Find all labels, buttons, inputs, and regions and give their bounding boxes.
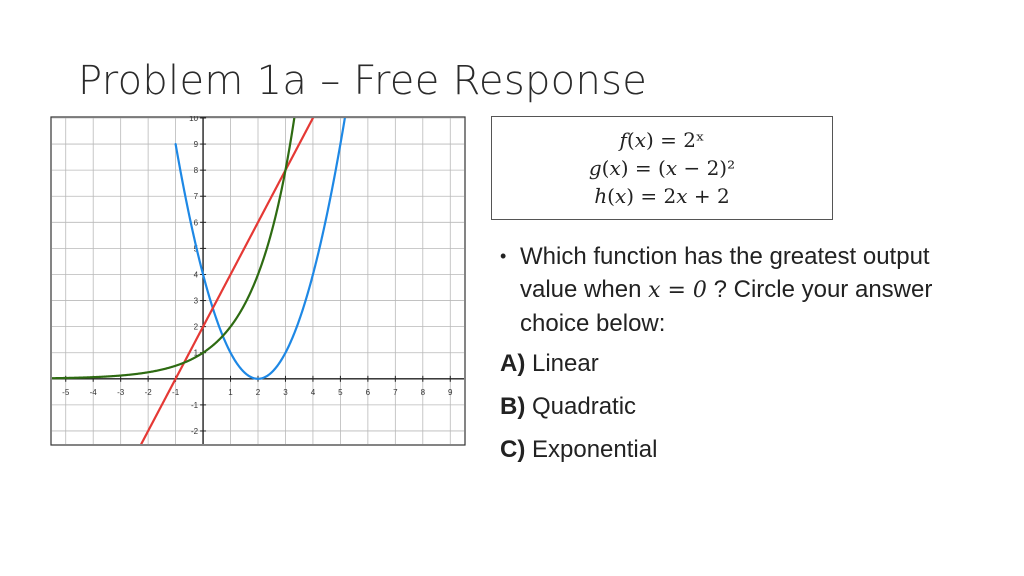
x-tick-label: 4 — [311, 388, 316, 397]
formula-g: 𝑔(𝑥) = (𝑥 − 2)² — [588, 156, 736, 180]
formula-h: ℎ(𝑥) = 2𝑥 + 2 — [594, 184, 730, 208]
question-math: 𝑥 = 0 — [648, 278, 707, 303]
function-graph: -5-4-3-2-1123456789110987654321-1-2 — [50, 116, 466, 446]
y-tick-label: 3 — [194, 297, 199, 306]
slide-title: Problem 1a – Free Response — [78, 58, 648, 104]
y-tick-label: 1 — [194, 349, 199, 358]
y-tick-label: 8 — [194, 166, 199, 175]
choice-linear[interactable]: A) Linear — [500, 350, 599, 377]
choice-exponential[interactable]: C) Exponential — [500, 436, 658, 463]
question-bullet: • Which function has the greatest output… — [500, 240, 960, 340]
y-tick-label: 4 — [194, 270, 199, 279]
choice-quadratic[interactable]: B) Quadratic — [500, 393, 637, 420]
formula-f: 𝑓(𝑥) = 2ˣ — [619, 128, 705, 152]
curve-g-quadratic — [174, 118, 346, 380]
x-tick-label: 2 — [256, 388, 261, 397]
question-text: Which function has the greatest output v… — [520, 243, 933, 337]
x-tick-label: -1 — [172, 388, 180, 397]
y-tick-label: 7 — [194, 192, 199, 201]
curve-f-exponential — [52, 118, 296, 380]
x-tick-label: -3 — [117, 388, 125, 397]
function-curves — [52, 118, 346, 444]
y-tick-label: 9 — [194, 140, 199, 149]
x-tick-label: -5 — [62, 388, 70, 397]
x-tick-label: -4 — [90, 388, 98, 397]
x-tick-label: 7 — [393, 388, 398, 397]
y-tick-label: 2 — [194, 323, 199, 332]
x-tick-label: 3 — [283, 388, 288, 397]
curve-h-linear — [140, 118, 315, 444]
y-tick-label: -2 — [191, 427, 199, 436]
tick-labels: -5-4-3-2-1123456789110987654321-1-2 — [62, 116, 453, 436]
x-tick-label: 8 — [421, 388, 426, 397]
x-tick-label: 5 — [338, 388, 343, 397]
x-tick-label: 6 — [366, 388, 371, 397]
x-tick-label: -2 — [145, 388, 153, 397]
answer-choices: A) Linear B) Quadratic C) Exponential — [500, 342, 657, 471]
graph-frame — [50, 116, 466, 446]
y-tick-label: -1 — [191, 401, 199, 410]
x-tick-label: 1 — [228, 388, 233, 397]
formula-box: 𝑓(𝑥) = 2ˣ 𝑔(𝑥) = (𝑥 − 2)² ℎ(𝑥) = 2𝑥 + 2 — [491, 116, 833, 220]
y-tick-label: 6 — [194, 218, 199, 227]
bullet-icon: • — [500, 246, 507, 266]
x-tick-label: 9 — [448, 388, 453, 397]
y-tick-label: 10 — [189, 116, 198, 123]
